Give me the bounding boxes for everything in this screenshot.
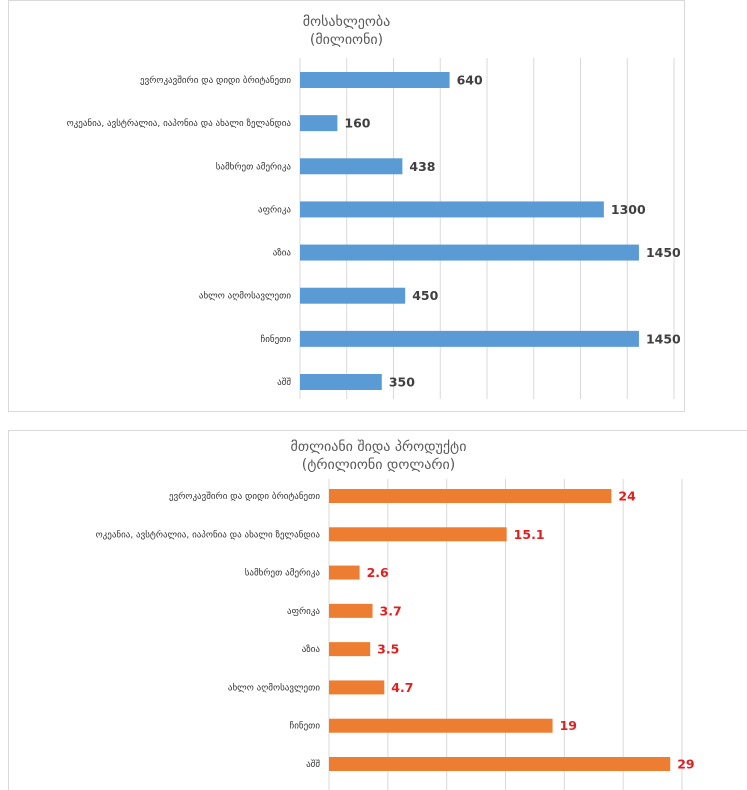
data-label: 29 (677, 757, 694, 772)
data-label: 2.6 (367, 565, 389, 580)
category-label: ევროკავშირი და დიდი ბრიტანეთი (169, 491, 320, 502)
data-label: 350 (389, 375, 415, 390)
chart-title: მოსახლეობა (302, 14, 391, 30)
population-plot: ევროკავშირი და დიდი ბრიტანეთი 640 ოკეანია,… (67, 58, 681, 399)
bar (329, 489, 612, 503)
bar (300, 72, 450, 88)
category-label: ევროკავშირი და დიდი ბრიტანეთი (140, 75, 291, 86)
category-label: ოკეანია, ავსტრალია, იაპონია და ახალი ზელ… (67, 118, 292, 129)
data-label: 19 (560, 718, 577, 733)
category-label: ახლო აღმოსავლეთი (199, 291, 291, 302)
bar (329, 603, 373, 618)
bar (300, 330, 639, 347)
data-label: 640 (457, 73, 483, 88)
bar (300, 115, 338, 132)
data-label: 3.5 (377, 642, 399, 657)
bar (329, 718, 553, 733)
chart-subtitle: (მილიონი) (309, 32, 384, 48)
category-label: ჩინეთი (290, 721, 321, 732)
category-label: აფრიკა (258, 204, 291, 215)
category-label: აშშ (306, 759, 320, 770)
bar (300, 287, 406, 304)
bar (329, 527, 507, 542)
category-label: სამხრეთ ამერიკა (216, 161, 292, 172)
data-label: 24 (618, 489, 636, 504)
category-label: ოკეანია, ავსტრალია, იაპონია და ახალი ზელ… (96, 529, 321, 540)
data-label: 15.1 (514, 527, 545, 542)
data-label: 450 (412, 288, 438, 303)
category-label: ჩინეთი (261, 334, 292, 345)
category-label: აზია (273, 248, 292, 259)
category-label: სამხრეთ ამერიკა (245, 568, 321, 579)
chart-title: მთლიანი შიდა პროდუქტი (290, 439, 467, 455)
population-chart: მოსახლეობა (მილიონი) ევროკავშირი და დიდი… (8, 0, 685, 412)
bar (329, 642, 371, 657)
gdp-plot: ევროკავშირი და დიდი ბრიტანეთი 24 ოკეანია, … (96, 479, 695, 790)
data-label: 1450 (646, 331, 681, 346)
data-label: 3.7 (380, 603, 402, 618)
data-label: 160 (344, 116, 370, 131)
bar (300, 158, 403, 175)
chart-subtitle: (ტრილიონი დოლარი) (301, 457, 456, 473)
category-label: აზია (302, 644, 321, 655)
bar (300, 374, 382, 390)
category-label: აფრიკა (287, 606, 320, 617)
bar (329, 757, 671, 771)
bar (300, 244, 639, 261)
data-label: 4.7 (391, 680, 413, 695)
data-label: 438 (409, 159, 435, 174)
category-label: ახლო აღმოსავლეთი (228, 682, 320, 693)
bar (329, 680, 385, 695)
category-label: აშშ (277, 377, 291, 388)
gdp-chart: მთლიანი შიდა პროდუქტი (ტრილიონი დოლარი) … (8, 430, 747, 790)
bar (300, 201, 604, 218)
data-label: 1300 (611, 202, 646, 217)
data-label: 1450 (646, 245, 681, 260)
bar (329, 565, 360, 580)
